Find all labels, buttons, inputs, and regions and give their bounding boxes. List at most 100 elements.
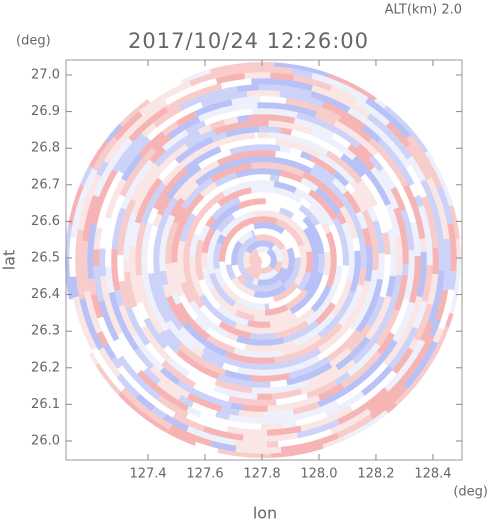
texture-arc bbox=[214, 379, 253, 394]
texture-arc bbox=[148, 146, 167, 164]
texture-arc bbox=[290, 128, 345, 159]
texture-arc bbox=[113, 110, 143, 141]
texture-arc bbox=[156, 196, 172, 216]
texture-arc bbox=[211, 196, 241, 220]
texture-arc bbox=[259, 125, 281, 134]
texture-arc bbox=[360, 173, 394, 230]
texture-arc bbox=[188, 256, 205, 298]
texture-arc bbox=[370, 176, 392, 207]
texture-arc bbox=[250, 185, 303, 203]
texture-arc bbox=[270, 444, 325, 458]
texture-arc bbox=[278, 206, 295, 219]
texture-arc bbox=[296, 111, 351, 142]
texture-arc bbox=[205, 445, 219, 455]
texture-arc bbox=[111, 194, 126, 216]
texture-arc bbox=[184, 145, 222, 172]
texture-arc bbox=[436, 185, 454, 225]
texture-arc bbox=[382, 274, 403, 324]
texture-arc bbox=[340, 153, 366, 178]
texture-arc bbox=[305, 251, 314, 274]
texture-arc bbox=[317, 383, 345, 402]
texture-arc bbox=[131, 182, 152, 215]
texture-arc bbox=[279, 145, 292, 154]
texture-arc bbox=[188, 300, 228, 338]
texture-arc bbox=[255, 233, 286, 251]
texture-arc bbox=[296, 162, 313, 175]
texture-arc bbox=[294, 257, 302, 267]
texture-arc bbox=[269, 313, 298, 328]
texture-arc bbox=[244, 223, 255, 233]
texture-arc bbox=[272, 281, 300, 303]
plot-frame bbox=[65, 59, 463, 461]
texture-arc bbox=[306, 365, 339, 387]
texture-arc bbox=[218, 321, 252, 340]
texture-arc bbox=[237, 297, 266, 311]
texture-arc bbox=[83, 290, 103, 334]
texture-arc bbox=[238, 191, 266, 203]
texture-arc bbox=[91, 347, 126, 392]
texture-arc bbox=[289, 271, 324, 315]
x-tick-label: 127.8 bbox=[243, 467, 280, 482]
texture-arc bbox=[365, 295, 392, 341]
texture-arc bbox=[233, 215, 278, 232]
texture-arc bbox=[197, 123, 212, 135]
texture-arc bbox=[164, 89, 201, 112]
texture-arc bbox=[252, 277, 259, 286]
texture-arc bbox=[377, 138, 416, 187]
texture-arc bbox=[439, 289, 449, 306]
texture-arc bbox=[429, 317, 442, 337]
texture-arc bbox=[244, 265, 261, 280]
texture-arc bbox=[257, 101, 318, 118]
texture-arc bbox=[410, 221, 422, 257]
texture-arc bbox=[196, 67, 212, 78]
texture-arc bbox=[406, 134, 434, 171]
texture-arc bbox=[183, 200, 214, 249]
texture-arc bbox=[364, 246, 374, 282]
texture-arc bbox=[158, 330, 181, 355]
texture-arc bbox=[92, 158, 118, 198]
texture-arc bbox=[265, 197, 307, 221]
texture-arc bbox=[329, 408, 372, 436]
texture-arc bbox=[97, 300, 120, 342]
texture-arc bbox=[237, 114, 250, 123]
chart-title: 2017/10/24 12:26:00 bbox=[128, 29, 369, 53]
texture-arc bbox=[427, 270, 445, 324]
texture-arc bbox=[300, 405, 354, 432]
texture-arc bbox=[286, 362, 333, 386]
texture-arc bbox=[282, 420, 297, 430]
texture-arc bbox=[338, 284, 365, 327]
texture-arc bbox=[280, 126, 293, 136]
texture-arc bbox=[86, 222, 98, 280]
texture-arc bbox=[130, 162, 159, 202]
texture-arc bbox=[253, 221, 286, 235]
x-tick-label: 128.4 bbox=[414, 467, 451, 482]
texture-arc bbox=[290, 213, 309, 231]
texture-arc bbox=[197, 101, 258, 122]
texture-arc bbox=[346, 355, 370, 377]
texture-arc bbox=[164, 221, 179, 264]
texture-arc bbox=[194, 158, 242, 187]
texture-arc bbox=[146, 207, 159, 225]
texture-arc bbox=[215, 410, 230, 421]
texture-arc bbox=[235, 167, 282, 179]
texture-arc bbox=[176, 240, 187, 284]
texture-arc bbox=[162, 345, 217, 386]
x-tick-label: 127.4 bbox=[129, 467, 166, 482]
texture-arc bbox=[332, 217, 350, 266]
texture-arc bbox=[169, 424, 213, 448]
texture-arc bbox=[337, 387, 389, 426]
texture-arc bbox=[393, 207, 410, 265]
texture-arc bbox=[374, 95, 389, 109]
texture-arc bbox=[206, 335, 236, 354]
texture-arc bbox=[301, 171, 345, 210]
texture-arc bbox=[221, 179, 275, 197]
texture-arc bbox=[111, 207, 127, 250]
texture-arc bbox=[257, 267, 288, 287]
texture-arc bbox=[331, 177, 349, 195]
texture-arc bbox=[330, 265, 350, 306]
texture-arc bbox=[355, 97, 391, 127]
texture-arc bbox=[198, 224, 211, 242]
texture-arc bbox=[401, 339, 426, 372]
texture-arc bbox=[120, 387, 173, 431]
texture-arc bbox=[278, 175, 312, 195]
